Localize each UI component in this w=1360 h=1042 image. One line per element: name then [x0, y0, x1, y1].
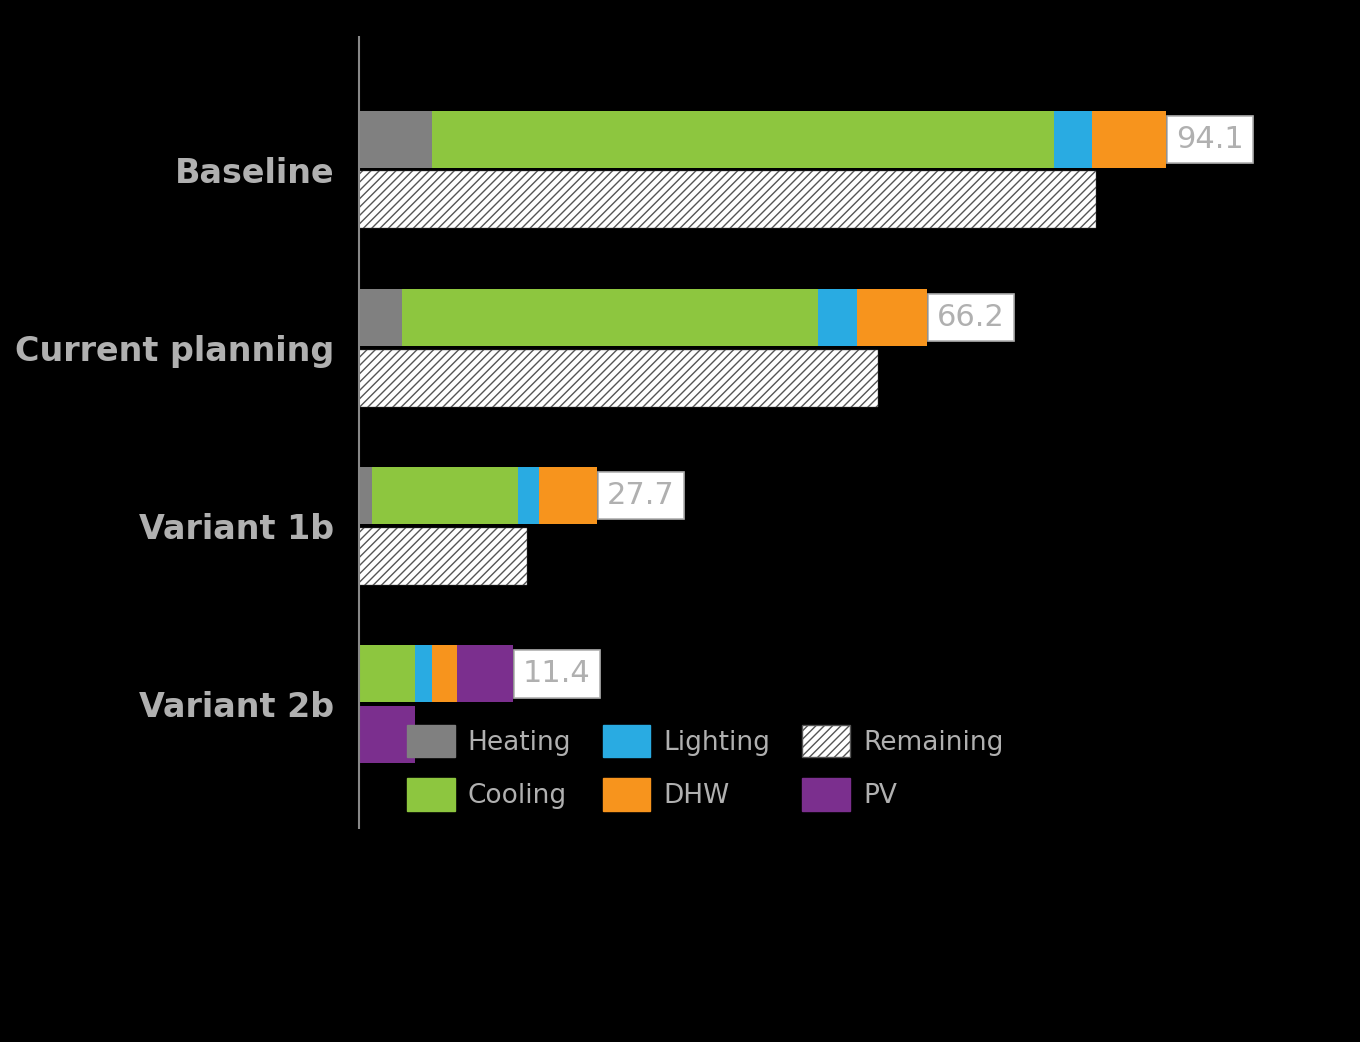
Bar	[359, 467, 373, 524]
Bar	[457, 645, 513, 702]
Bar	[1054, 110, 1092, 168]
Bar	[415, 645, 432, 702]
Bar	[359, 645, 415, 702]
Bar	[403, 289, 817, 346]
Bar	[373, 467, 518, 524]
Bar	[432, 110, 1054, 168]
Bar	[359, 528, 526, 585]
Bar	[857, 289, 926, 346]
Bar	[518, 467, 540, 524]
Legend: Heating, Cooling, Lighting, DHW, Remaining, PV: Heating, Cooling, Lighting, DHW, Remaini…	[394, 712, 1016, 824]
Bar	[359, 171, 1096, 228]
Bar	[1092, 110, 1166, 168]
Bar	[359, 349, 879, 406]
Text: 27.7: 27.7	[607, 481, 675, 511]
Bar	[817, 289, 857, 346]
Bar	[540, 467, 597, 524]
Text: 11.4: 11.4	[524, 660, 590, 689]
Text: 94.1: 94.1	[1176, 125, 1244, 154]
Text: 66.2: 66.2	[937, 303, 1005, 332]
Bar	[359, 706, 415, 763]
Bar	[359, 289, 403, 346]
Bar	[432, 645, 457, 702]
Bar	[359, 110, 432, 168]
